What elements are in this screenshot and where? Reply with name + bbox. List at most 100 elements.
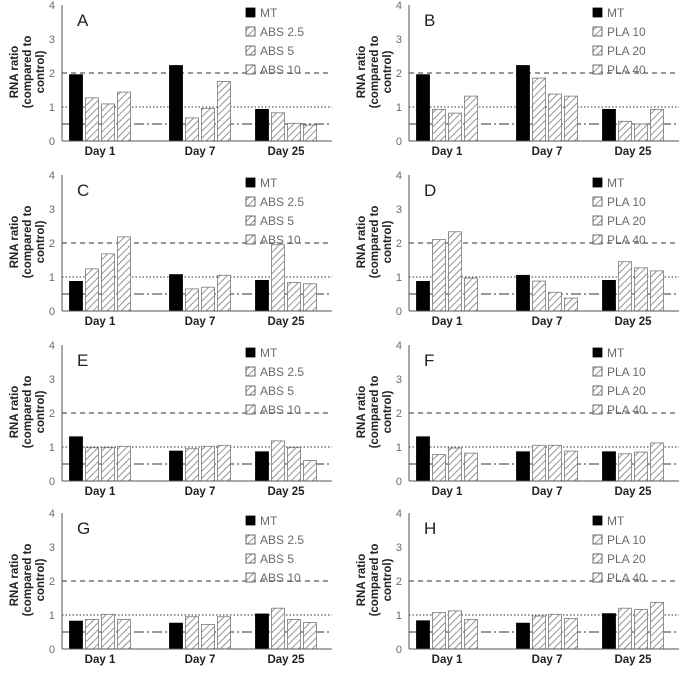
bar-pla-10-day-25	[618, 120, 632, 142]
y-tick-label: 2	[396, 576, 402, 588]
legend-label: PLA 10	[607, 25, 646, 39]
x-tick-label: Day 1	[432, 486, 463, 498]
y-axis-label: RNA ratio	[356, 216, 368, 269]
panel-letter: H	[424, 519, 436, 538]
bar-pla-10-day-7	[532, 77, 546, 142]
legend-swatch	[245, 572, 256, 583]
legend-swatch	[592, 572, 603, 583]
legend-label: ABS 5	[260, 384, 294, 398]
bar-mt-day-7	[516, 274, 530, 312]
y-axis-label: control)	[382, 220, 394, 263]
x-tick-label: Day 7	[185, 486, 216, 498]
x-tick-label: Day 25	[267, 654, 305, 666]
y-tick-label: 2	[49, 68, 55, 80]
bar-pla-40-day-7	[564, 618, 578, 650]
bar-pla-10-day-1	[432, 454, 446, 482]
y-tick-label: 3	[49, 374, 55, 386]
legend-swatch	[592, 347, 603, 358]
bar-mt-day-25	[255, 108, 269, 142]
panel-d: RNA ratio (compared to control) 0 1 2 3 4 Day 1 D…	[356, 170, 679, 328]
legend-label: ABS 2.5	[260, 365, 304, 379]
y-tick-label: 4	[49, 508, 55, 520]
x-tick-label: Day 25	[267, 316, 305, 328]
bar-abs-2-5-day-1	[85, 268, 99, 312]
y-tick-label: 0	[396, 306, 402, 318]
y-tick-label: 4	[396, 508, 402, 520]
legend-label: ABS 2.5	[260, 25, 304, 39]
y-tick-label: 3	[396, 542, 402, 554]
x-tick-label: Day 7	[185, 146, 216, 158]
bar-mt-day-7	[169, 65, 183, 142]
legend-label: MT	[607, 346, 625, 360]
panel-h: RNA ratio (compared to control) 0 1 2 3 4 Day 1 D…	[356, 508, 679, 666]
legend-swatch	[245, 366, 256, 377]
y-axis-label: RNA ratio	[9, 386, 21, 439]
legend-label: PLA 20	[607, 44, 646, 58]
legend-swatch	[245, 64, 256, 75]
bar-abs-5-day-1	[101, 253, 115, 312]
y-axis-label: control)	[382, 50, 394, 93]
legend-label: PLA 20	[607, 552, 646, 566]
x-tick-label: Day 25	[267, 486, 305, 498]
y-tick-label: 0	[49, 644, 55, 656]
bar-mt-day-7	[169, 274, 183, 312]
legend-swatch	[592, 7, 603, 18]
legend-swatch	[592, 196, 603, 207]
panel-letter: G	[77, 519, 90, 538]
bar-abs-2-5-day-7	[185, 288, 199, 312]
y-axis-label: control)	[382, 558, 394, 601]
x-tick-label: Day 1	[432, 654, 463, 666]
bar-abs-5-day-7	[201, 624, 215, 650]
bar-mt-day-1	[416, 436, 430, 482]
legend-label: ABS 5	[260, 552, 294, 566]
bar-mt-day-7	[169, 622, 183, 650]
bar-pla-40-day-1	[464, 619, 478, 650]
bar-pla-40-day-25	[650, 602, 664, 650]
y-axis-label: (compared to	[369, 206, 381, 279]
bar-pla-20-day-7	[548, 93, 562, 142]
legend-label: MT	[607, 514, 625, 528]
legend-swatch	[592, 234, 603, 245]
bar-abs-10-day-1	[117, 445, 131, 482]
legend-label: PLA 40	[607, 571, 646, 585]
y-axis-label: RNA ratio	[9, 554, 21, 607]
bar-abs-2-5-day-25	[271, 244, 285, 312]
bar-mt-day-25	[255, 613, 269, 650]
x-tick-label: Day 25	[614, 316, 652, 328]
legend-label: PLA 10	[607, 195, 646, 209]
panel-a: RNA ratio (compared to control) 0 1 2 3 4 Day 1 D…	[9, 0, 332, 158]
bar-pla-40-day-1	[464, 452, 478, 482]
y-axis-label: (compared to	[369, 36, 381, 109]
x-tick-label: Day 1	[85, 486, 116, 498]
legend-swatch	[245, 7, 256, 18]
y-axis-label: RNA ratio	[9, 216, 21, 269]
x-tick-label: Day 7	[532, 486, 563, 498]
legend-swatch	[592, 515, 603, 526]
bar-mt-day-7	[169, 450, 183, 482]
y-tick-label: 0	[396, 644, 402, 656]
bar-abs-2-5-day-25	[271, 112, 285, 142]
y-tick-label: 3	[49, 542, 55, 554]
legend-swatch	[245, 45, 256, 56]
legend-swatch	[592, 45, 603, 56]
y-tick-label: 4	[396, 340, 402, 352]
bar-abs-10-day-25	[303, 283, 317, 312]
bar-pla-20-day-25	[634, 123, 648, 142]
y-tick-label: 2	[396, 408, 402, 420]
bar-pla-20-day-1	[448, 447, 462, 482]
bar-mt-day-7	[516, 622, 530, 650]
bar-abs-10-day-1	[117, 91, 131, 142]
legend-label: ABS 10	[260, 233, 301, 247]
bar-pla-10-day-7	[532, 280, 546, 312]
bar-abs-2-5-day-7	[185, 448, 199, 482]
bar-mt-day-25	[602, 451, 616, 482]
bar-pla-40-day-7	[564, 297, 578, 312]
legend-swatch	[245, 515, 256, 526]
y-axis-label: (compared to	[369, 544, 381, 617]
legend-label: PLA 20	[607, 384, 646, 398]
legend-label: ABS 5	[260, 214, 294, 228]
legend-label: ABS 10	[260, 571, 301, 585]
bar-pla-10-day-1	[432, 108, 446, 142]
y-axis-label: RNA ratio	[356, 554, 368, 607]
